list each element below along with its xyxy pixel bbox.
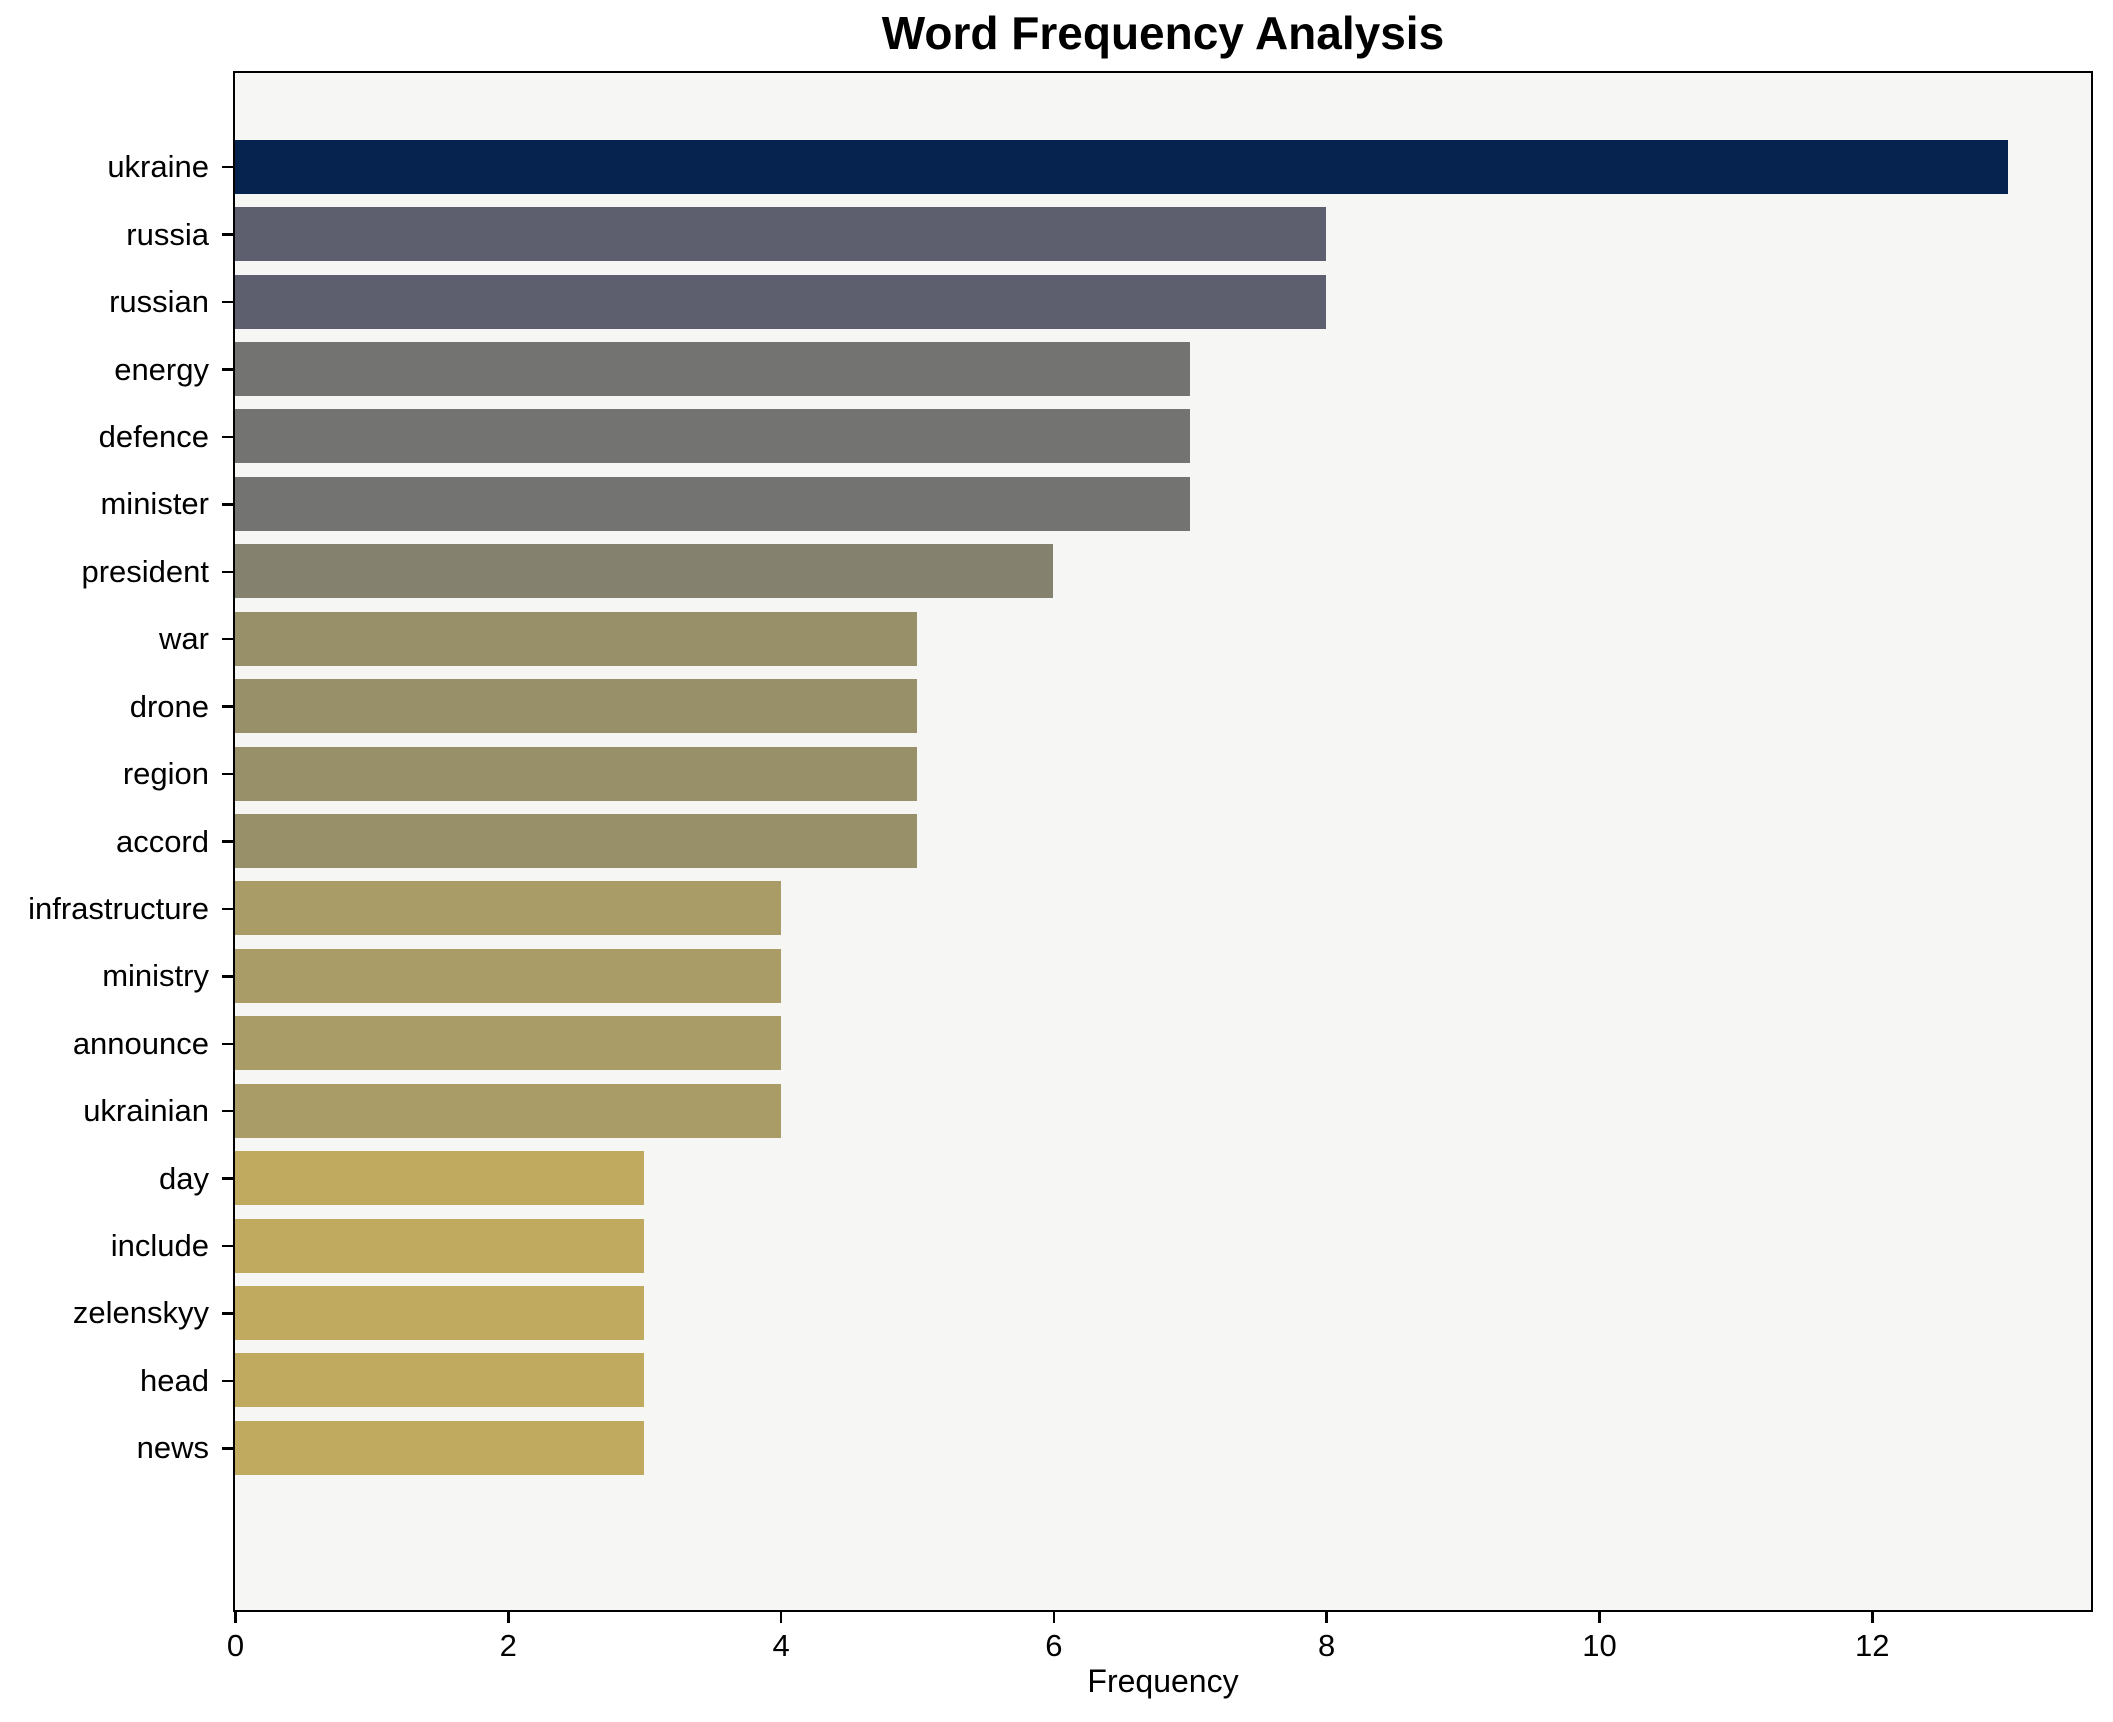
bar-ukrainian	[235, 1083, 781, 1138]
bar-ukraine	[235, 139, 2009, 194]
y-axis-label-announce: announce	[72, 1025, 209, 1061]
x-tick-label: 12	[1855, 1628, 1890, 1663]
bar-energy	[235, 342, 1190, 396]
y-axis-tick	[222, 1447, 233, 1450]
x-tick-label: 6	[1045, 1628, 1063, 1663]
bar-infrastructure	[235, 881, 781, 936]
bar-war	[235, 611, 917, 666]
y-axis-tick	[222, 1042, 233, 1046]
y-axis-tick	[222, 300, 233, 304]
x-axis-tick	[234, 1612, 237, 1623]
y-axis-label-day: day	[159, 1160, 209, 1196]
y-axis-label-ministry: ministry	[102, 958, 209, 994]
y-axis-tick	[222, 907, 233, 911]
y-axis-tick	[222, 1379, 233, 1383]
y-axis-label-ukraine: ukraine	[107, 149, 209, 185]
y-axis-label-news: news	[136, 1430, 209, 1466]
bar-minister	[235, 476, 1190, 531]
y-axis-tick	[222, 435, 233, 439]
bar-drone	[235, 679, 917, 734]
x-axis-tick	[1325, 1612, 1328, 1623]
x-axis-tick	[1871, 1612, 1874, 1623]
chart-title: Word Frequency Analysis	[881, 7, 1445, 59]
x-tick-label: 8	[1318, 1628, 1336, 1663]
y-axis-tick	[222, 165, 233, 169]
y-axis-tick	[222, 368, 233, 371]
x-tick-label: 4	[772, 1628, 790, 1663]
y-axis-tick	[222, 637, 233, 641]
y-axis-label-ukrainian: ukrainian	[83, 1093, 209, 1129]
bar-news	[235, 1420, 645, 1475]
y-axis-label-zelenskyy: zelenskyy	[72, 1295, 209, 1331]
y-axis-tick	[222, 570, 233, 574]
x-tick-label: 0	[226, 1628, 245, 1663]
bar-accord	[235, 814, 917, 868]
x-axis-tick	[507, 1612, 510, 1623]
y-axis-label-russian: russian	[109, 284, 209, 320]
x-axis-label: Frequency	[1087, 1663, 1239, 1699]
bar-head	[235, 1353, 645, 1408]
y-axis-label-head: head	[140, 1362, 209, 1398]
bar-russia	[235, 207, 1327, 262]
y-axis-label-president: president	[81, 553, 209, 589]
y-axis-label-russia: russia	[126, 216, 209, 252]
y-axis-tick	[222, 503, 233, 506]
y-axis-tick	[222, 1312, 233, 1315]
y-axis-tick	[222, 233, 233, 236]
y-axis-label-accord: accord	[115, 823, 209, 859]
bar-announce	[235, 1016, 781, 1071]
plot-area	[233, 71, 2093, 1612]
x-axis-tick	[1052, 1612, 1056, 1623]
y-axis-label-drone: drone	[129, 688, 209, 724]
bar-russian	[235, 274, 1327, 329]
y-axis-tick	[222, 1177, 233, 1180]
y-axis-tick	[222, 1109, 233, 1113]
x-axis-tick	[779, 1612, 783, 1623]
y-axis-tick	[222, 705, 233, 708]
y-axis-label-infrastructure: infrastructure	[28, 890, 209, 926]
y-axis-label-include: include	[110, 1228, 209, 1264]
y-axis-label-war: war	[159, 621, 209, 657]
bar-zelenskyy	[235, 1286, 645, 1340]
y-axis-label-defence: defence	[98, 418, 209, 454]
y-axis-label-energy: energy	[114, 351, 209, 387]
bar-president	[235, 544, 1054, 599]
y-axis-tick	[222, 840, 233, 843]
y-axis-label-region: region	[122, 756, 209, 792]
bar-defence	[235, 409, 1190, 464]
bar-region	[235, 746, 917, 801]
bar-ministry	[235, 948, 781, 1003]
y-axis-label-minister: minister	[100, 486, 209, 522]
y-axis-tick	[222, 772, 233, 776]
y-axis-tick	[222, 1244, 233, 1248]
x-tick-label: 10	[1582, 1628, 1617, 1663]
x-tick-label: 2	[499, 1628, 517, 1663]
x-axis-tick	[1598, 1612, 1601, 1623]
y-axis-tick	[222, 975, 233, 978]
bar-include	[235, 1218, 645, 1273]
bar-day	[235, 1151, 645, 1206]
